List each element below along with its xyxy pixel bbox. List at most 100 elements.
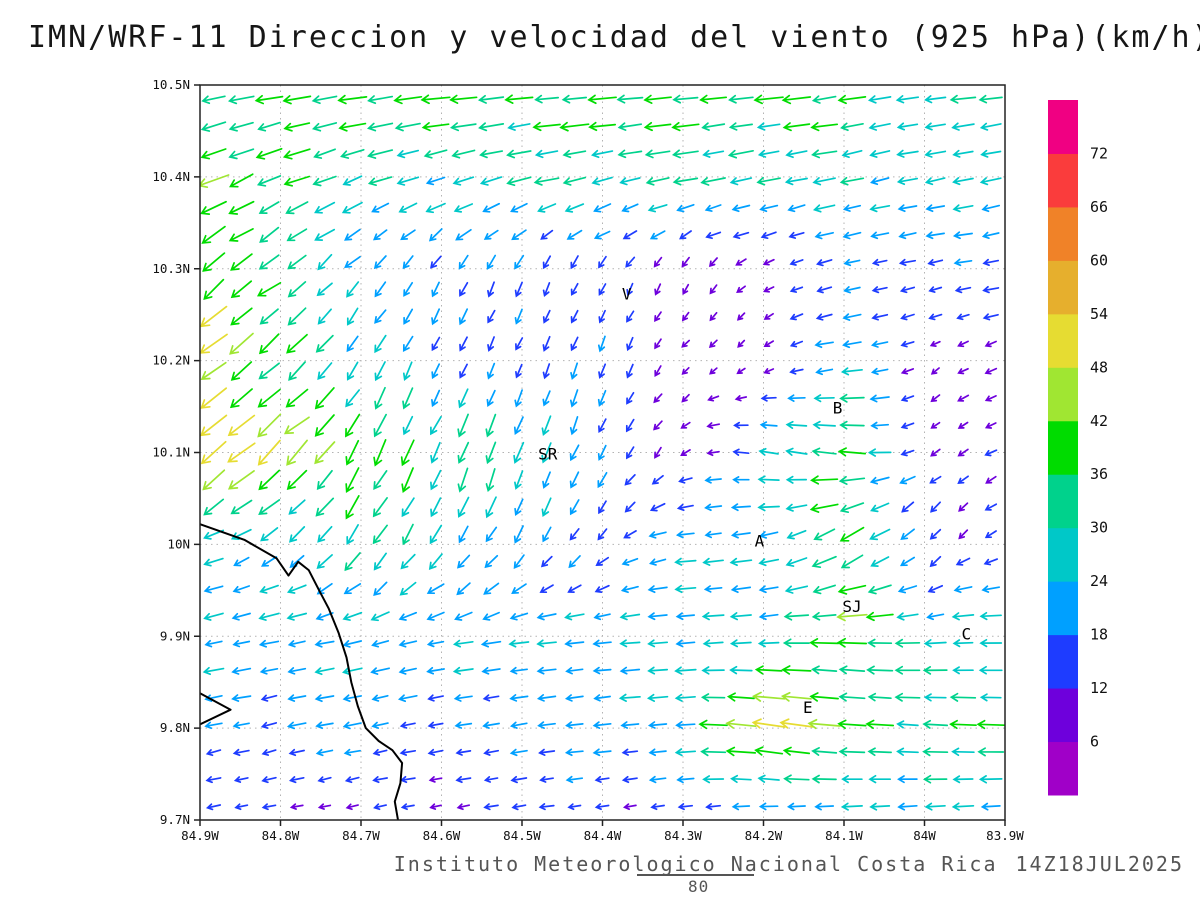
wind-arrow bbox=[258, 499, 281, 515]
wind-arrow bbox=[751, 691, 786, 702]
wind-arrow bbox=[757, 475, 780, 484]
wind-arrow bbox=[758, 531, 779, 539]
wind-arrow bbox=[200, 440, 227, 465]
wind-arrow bbox=[397, 694, 418, 703]
wind-arrow bbox=[513, 416, 524, 436]
stray-underline bbox=[637, 874, 754, 876]
wind-arrow bbox=[756, 122, 781, 131]
wind-arrow bbox=[957, 448, 969, 457]
wind-arrow bbox=[680, 449, 691, 456]
wind-arrow bbox=[625, 418, 635, 433]
wind-arrow bbox=[541, 415, 552, 436]
wind-arrow bbox=[315, 334, 334, 353]
wind-arrow bbox=[836, 637, 868, 648]
x-tick-label: 84.3W bbox=[664, 828, 702, 843]
wind-arrow bbox=[869, 394, 890, 403]
wind-arrow bbox=[897, 585, 918, 594]
coastline-spit bbox=[200, 692, 232, 726]
wind-arrow bbox=[345, 467, 360, 493]
wind-arrow bbox=[869, 802, 891, 811]
wind-arrow bbox=[763, 312, 774, 320]
wind-arrow bbox=[626, 391, 635, 405]
wind-arrow bbox=[398, 667, 417, 675]
wind-arrow bbox=[506, 176, 532, 187]
wind-arrow bbox=[592, 748, 612, 757]
wind-arrow bbox=[619, 612, 641, 621]
wind-arrow bbox=[258, 612, 280, 621]
wind-arrow bbox=[867, 584, 892, 595]
wind-arrow bbox=[837, 447, 867, 457]
wind-arrow bbox=[737, 339, 746, 348]
wind-arrow bbox=[511, 583, 527, 595]
wind-arrow bbox=[953, 258, 973, 267]
wind-arrow bbox=[900, 422, 915, 430]
wind-arrow bbox=[288, 776, 305, 784]
wind-arrow bbox=[593, 203, 612, 213]
wind-arrow bbox=[371, 694, 389, 702]
y-tick-label: 10.1N bbox=[152, 445, 190, 460]
wind-arrow bbox=[312, 175, 337, 187]
wind-arrow bbox=[870, 502, 890, 513]
x-tick-label: 84.6W bbox=[423, 828, 461, 843]
wind-arrow bbox=[957, 394, 970, 402]
wind-arrow bbox=[427, 694, 444, 702]
colorbar-label: 18 bbox=[1090, 626, 1108, 644]
wind-arrow bbox=[426, 583, 445, 595]
wind-arrow bbox=[565, 721, 584, 729]
wind-arrow bbox=[257, 388, 281, 408]
wind-arrow bbox=[949, 692, 977, 702]
wind-arrow bbox=[514, 470, 524, 490]
wind-arrow bbox=[674, 748, 697, 757]
wind-arrow bbox=[929, 475, 942, 484]
wind-arrow bbox=[431, 308, 441, 326]
wind-arrow bbox=[789, 313, 804, 321]
wind-arrow bbox=[314, 639, 335, 648]
x-tick-label: 84.4W bbox=[584, 828, 622, 843]
wind-arrow bbox=[542, 363, 551, 380]
wind-arrow bbox=[346, 307, 359, 326]
wind-arrow bbox=[809, 638, 840, 648]
wind-arrow bbox=[260, 694, 278, 702]
wind-arrow bbox=[811, 149, 838, 159]
wind-arrow bbox=[647, 612, 668, 621]
wind-arrow bbox=[729, 177, 753, 186]
wind-arrow bbox=[449, 94, 478, 104]
wind-arrow bbox=[456, 554, 471, 569]
wind-arrow bbox=[458, 308, 469, 326]
wind-arrow bbox=[868, 774, 892, 784]
wind-arrow bbox=[481, 666, 501, 675]
wind-arrow bbox=[648, 775, 667, 784]
wind-arrow bbox=[682, 283, 690, 296]
wind-arrow bbox=[227, 414, 256, 437]
wind-arrow bbox=[728, 94, 754, 104]
city-label-sr: SR bbox=[538, 444, 558, 463]
wind-arrow bbox=[956, 313, 970, 321]
wind-arrow bbox=[758, 447, 779, 456]
wind-arrow bbox=[231, 612, 251, 621]
wind-arrow bbox=[540, 229, 554, 240]
wind-arrow bbox=[930, 448, 941, 457]
wind-arrow bbox=[421, 122, 450, 132]
wind-arrow bbox=[708, 257, 718, 268]
wind-arrow bbox=[674, 666, 697, 675]
wind-arrow bbox=[486, 254, 497, 270]
wind-arrow bbox=[923, 693, 947, 702]
wind-arrow bbox=[730, 530, 751, 539]
wind-arrow bbox=[984, 340, 997, 348]
wind-arrow bbox=[598, 283, 607, 296]
wind-arrow bbox=[899, 556, 916, 567]
wind-arrow bbox=[483, 803, 499, 811]
y-tick-label: 9.9N bbox=[160, 628, 190, 643]
wind-arrow bbox=[232, 721, 250, 729]
wind-arrow bbox=[588, 121, 617, 132]
wind-arrow bbox=[340, 148, 365, 159]
wind-arrow bbox=[781, 94, 812, 105]
wind-arrow bbox=[811, 611, 837, 621]
wind-arrow bbox=[482, 202, 501, 213]
colorbar-label: 24 bbox=[1090, 572, 1108, 590]
wind-arrow bbox=[229, 332, 254, 355]
wind-arrow bbox=[398, 611, 418, 621]
wind-arrow bbox=[894, 692, 921, 702]
wind-arrow bbox=[317, 308, 332, 325]
wind-arrow bbox=[674, 584, 697, 594]
